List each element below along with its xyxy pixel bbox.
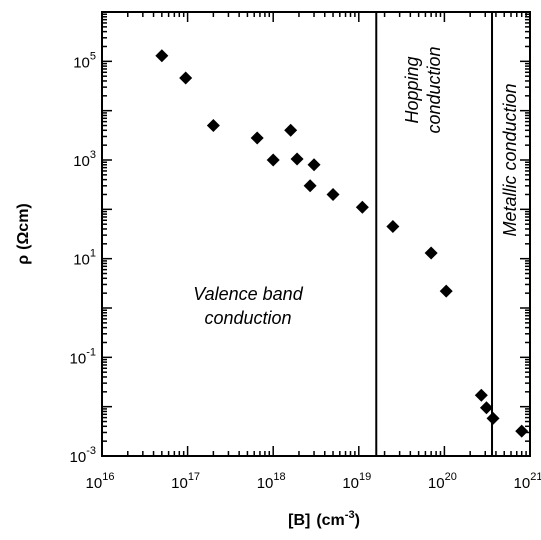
- x-tick-label-exp: 17: [188, 471, 200, 483]
- y-tick-label-exp: -1: [86, 346, 96, 358]
- region-label-hopping-line2: conduction: [424, 46, 444, 133]
- data-point: [303, 179, 317, 193]
- y-axis-label-unit: (Ωcm): [15, 203, 32, 250]
- y-tick-label-base: 10: [70, 449, 87, 466]
- x-tick-label: 1021: [514, 471, 541, 492]
- data-point: [307, 158, 321, 172]
- x-tick-label-exp: 18: [273, 471, 285, 483]
- region-label-valence-line2: conduction: [204, 308, 291, 328]
- data-point: [486, 411, 500, 425]
- x-axis-label-exp: -3: [345, 509, 355, 521]
- data-point: [206, 119, 220, 133]
- x-tick-label-exp: 20: [445, 471, 457, 483]
- region-labels: Valence band conduction Hopping conducti…: [193, 46, 520, 328]
- data-point: [155, 49, 169, 63]
- y-tick-label-exp: -3: [86, 445, 96, 457]
- x-axis-label-close: ): [355, 512, 360, 529]
- y-tick-label-base: 10: [70, 350, 87, 367]
- data-point: [424, 246, 438, 260]
- y-tick-label-base: 10: [73, 54, 90, 71]
- x-tick-label-base: 10: [428, 475, 445, 492]
- y-axis-label: ρ (Ωcm): [15, 203, 32, 265]
- x-tick-label-exp: 19: [359, 471, 371, 483]
- data-point: [284, 123, 298, 137]
- data-point: [266, 153, 280, 167]
- x-tick-label: 1017: [171, 471, 200, 492]
- y-tick-label-base: 10: [73, 252, 90, 269]
- plot-frame: [101, 11, 531, 457]
- data-point: [179, 71, 193, 85]
- y-tick-label: 103: [73, 149, 96, 170]
- y-tick-label-base: 10: [73, 153, 90, 170]
- data-point: [326, 187, 340, 201]
- data-point: [250, 131, 264, 145]
- x-tick-label: 1019: [342, 471, 371, 492]
- data-points: [155, 49, 529, 438]
- x-tick-label: 1018: [257, 471, 286, 492]
- tick-layer: [101, 11, 531, 457]
- y-axis-label-symbol: ρ: [15, 255, 32, 265]
- region-label-metallic: Metallic conduction: [500, 83, 520, 236]
- x-tick-label-base: 10: [86, 475, 103, 492]
- data-point: [290, 152, 304, 166]
- data-point: [515, 424, 529, 438]
- x-tick-label-base: 10: [171, 475, 188, 492]
- y-tick-label-exp: 3: [90, 149, 96, 161]
- x-tick-label: 1020: [428, 471, 457, 492]
- y-tick-label: 10-1: [70, 346, 96, 367]
- x-axis-label-main: [B]: [288, 512, 310, 529]
- x-tick-label-exp: 16: [102, 471, 114, 483]
- x-tick-label-base: 10: [342, 475, 359, 492]
- x-axis-label-unit: (cm: [316, 512, 344, 529]
- region-label-valence-line1: Valence band: [193, 284, 303, 304]
- x-axis-label: [B] (cm-3): [288, 509, 360, 529]
- y-tick-label: 105: [73, 50, 96, 71]
- region-label-hopping-line1: Hopping: [402, 56, 422, 123]
- data-point: [439, 284, 453, 298]
- data-point: [355, 200, 369, 214]
- tick-labels: 1016 1017 1018 1019 1020 102110-310-110110310…: [70, 50, 541, 492]
- data-point: [474, 388, 488, 402]
- x-tick-label-base: 10: [514, 475, 531, 492]
- data-point: [479, 401, 493, 415]
- y-tick-label: 101: [73, 248, 96, 269]
- y-tick-label: 10-3: [70, 445, 96, 466]
- x-tick-label-exp: 21: [530, 471, 541, 483]
- y-tick-label-exp: 5: [90, 50, 96, 62]
- y-tick-label-exp: 1: [90, 248, 96, 260]
- x-tick-label-base: 10: [257, 475, 274, 492]
- data-point: [386, 219, 400, 233]
- x-tick-label: 1016: [86, 471, 115, 492]
- region-boundaries: [375, 12, 494, 456]
